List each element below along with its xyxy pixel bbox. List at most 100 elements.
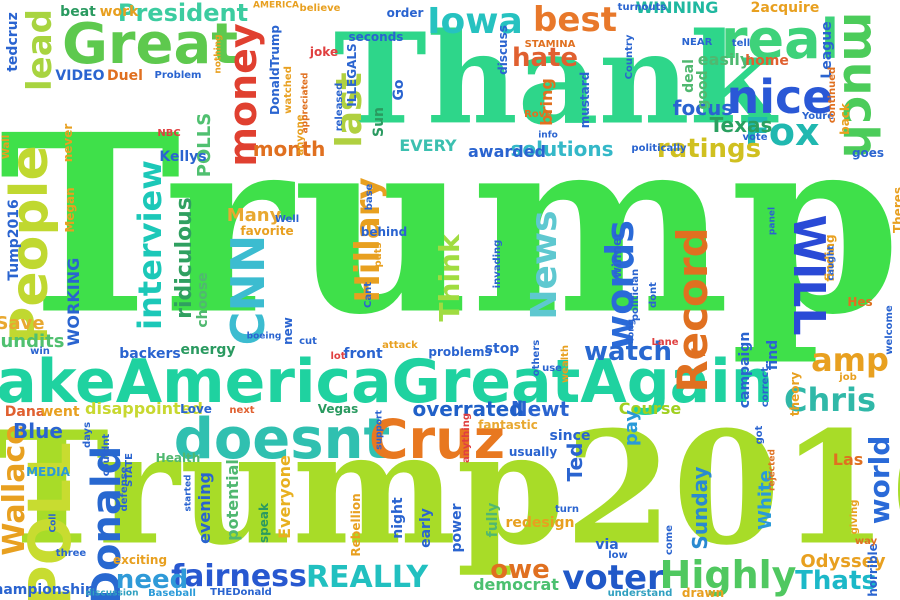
word-much: much bbox=[832, 11, 888, 159]
word-usually: usually bbox=[508, 445, 558, 459]
word-discuss: discuss bbox=[496, 25, 510, 75]
word-trump2016: Trump2016 bbox=[0, 396, 900, 580]
word-lead: lead bbox=[20, 9, 60, 91]
word-2acquire: 2acquire bbox=[750, 0, 820, 16]
word-support: support bbox=[374, 410, 385, 450]
word-cnn: CNN bbox=[221, 234, 275, 346]
word-great: Great bbox=[61, 12, 239, 77]
word-potential: potential bbox=[223, 459, 242, 541]
word-tell: tell bbox=[731, 38, 751, 49]
word-pay: pay bbox=[621, 409, 642, 447]
word-lane: Lane bbox=[651, 337, 679, 348]
word-early: early bbox=[418, 508, 434, 548]
word-tedcruz: tedcruz bbox=[5, 12, 21, 72]
word-believe: believe bbox=[299, 3, 341, 14]
word-theres: Theres bbox=[891, 186, 900, 234]
word-championship: Championship bbox=[0, 582, 95, 598]
word-let: let bbox=[690, 348, 706, 359]
word-doesnt: doesnt bbox=[173, 407, 391, 472]
word-every: EVERY bbox=[399, 136, 457, 155]
word-mustard: mustard bbox=[578, 71, 592, 129]
word-solutions: solutions bbox=[510, 137, 614, 161]
word-turnouts: turnouts bbox=[617, 2, 667, 13]
word-correct: correct bbox=[760, 366, 771, 408]
word-well: Well bbox=[274, 214, 300, 225]
word-state: STATE bbox=[124, 453, 135, 487]
word-thank: Thank bbox=[333, 6, 777, 153]
word-overrated: overrated bbox=[412, 397, 524, 421]
word-real: real bbox=[720, 8, 840, 71]
word-long: long bbox=[626, 318, 637, 342]
word-lot: lot bbox=[330, 351, 346, 362]
word-trump: Trump bbox=[0, 80, 900, 369]
word-since: since bbox=[549, 428, 591, 444]
word-interview: interview bbox=[131, 160, 169, 330]
word-fantastic: fantastic bbox=[478, 418, 538, 432]
word-nbc: NBC bbox=[157, 128, 181, 139]
word-nice: nice bbox=[726, 70, 834, 124]
word-win: win bbox=[30, 346, 50, 357]
word-next: next bbox=[229, 405, 255, 416]
word-awarded: awarded bbox=[467, 142, 547, 161]
word-video: VIDEO bbox=[55, 68, 105, 84]
word-ridiculous: ridiculous bbox=[172, 197, 197, 319]
word-order: order bbox=[386, 6, 424, 20]
word-wallace: Wallace bbox=[0, 424, 32, 556]
word-good: good bbox=[695, 70, 711, 110]
word-drawn: drawn bbox=[681, 586, 725, 600]
word-voter: voter bbox=[562, 558, 664, 598]
word-love: Love bbox=[180, 402, 212, 416]
word-dont: dont bbox=[648, 282, 659, 308]
word-use: use bbox=[542, 363, 562, 374]
word-save: Save bbox=[0, 313, 45, 334]
word-course: Course bbox=[618, 399, 682, 418]
word-hate: hate bbox=[511, 43, 579, 73]
word-really: REALLY bbox=[305, 560, 429, 595]
word-speak: speak bbox=[257, 503, 271, 543]
word-energy: energy bbox=[180, 342, 236, 358]
word-stamina: STAMINA bbox=[524, 39, 576, 50]
word-turn: turn bbox=[555, 504, 579, 515]
word-las: Las bbox=[832, 450, 864, 469]
word-pundits: pundits bbox=[0, 331, 65, 352]
word-rove: Rove bbox=[524, 109, 552, 120]
word-got: got bbox=[754, 425, 765, 445]
word-easily: easily bbox=[697, 50, 751, 69]
word-need: need bbox=[115, 565, 189, 595]
word-back: back bbox=[838, 103, 852, 135]
word-news: News bbox=[524, 210, 565, 320]
word-goes: goes bbox=[851, 146, 885, 160]
word-country: Country bbox=[624, 34, 635, 80]
word-continued: continued bbox=[827, 66, 838, 124]
word-understand: understand bbox=[607, 588, 673, 599]
word-couldnt: couldnt bbox=[101, 433, 112, 477]
word-america: AMERICA bbox=[253, 0, 299, 11]
word-near: NEAR bbox=[681, 37, 713, 48]
word-panel: panel bbox=[767, 206, 778, 236]
word-nothing: nothing bbox=[213, 34, 224, 74]
word-democrat: democrat bbox=[473, 575, 559, 594]
word-megan: Megan bbox=[63, 187, 77, 233]
word-night: night bbox=[390, 497, 406, 539]
word-politically: politically bbox=[631, 143, 687, 154]
word-chris: Chris bbox=[783, 381, 877, 419]
word-owe: owe bbox=[490, 555, 550, 585]
word-thats: Thats bbox=[795, 566, 877, 596]
word-baseball: Baseball bbox=[148, 588, 196, 599]
word-odyssey: Odyssey bbox=[800, 551, 886, 572]
word-rebellion: Rebellion bbox=[349, 493, 363, 557]
word-job: job bbox=[839, 372, 857, 383]
word-never: never bbox=[61, 123, 75, 163]
word-way: way bbox=[854, 536, 878, 547]
word-many: Many bbox=[226, 205, 282, 226]
word-attack: attack bbox=[382, 340, 418, 351]
word-best: best bbox=[533, 0, 617, 40]
word-watched: watched bbox=[283, 66, 294, 114]
word-winning: WINNING bbox=[635, 0, 719, 17]
word-wealth: wealth bbox=[560, 344, 571, 384]
word-discussion: discussion bbox=[85, 588, 139, 599]
word-donaldtrump: DonaldTrump bbox=[268, 25, 282, 115]
word-working: WORKING bbox=[64, 257, 83, 347]
word-redesign: redesign bbox=[505, 515, 575, 531]
